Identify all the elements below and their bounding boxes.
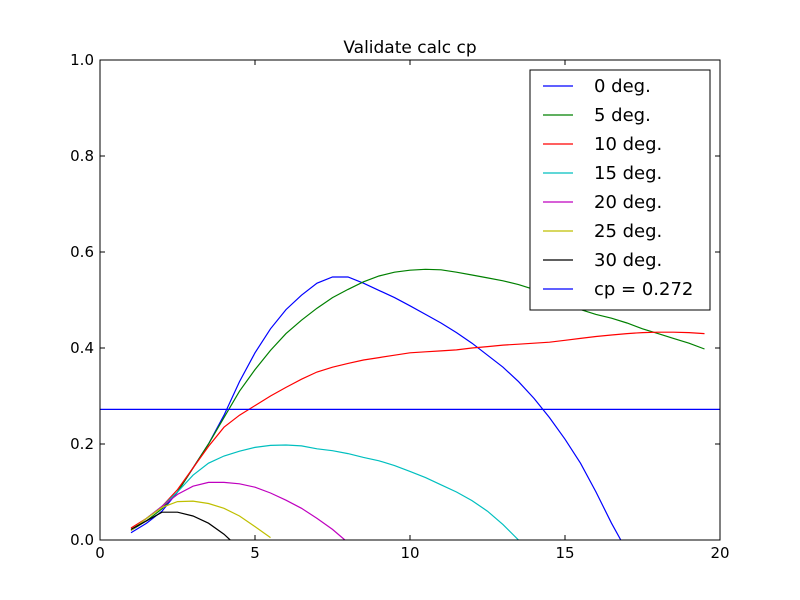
- x-tick-label: 10: [400, 544, 419, 562]
- legend-label: 30 deg.: [594, 250, 662, 271]
- legend-label: 5 deg.: [594, 105, 651, 126]
- x-tick-label: 20: [710, 544, 729, 562]
- series-line-5-deg: [130, 268, 705, 531]
- chart-title: Validate calc cp: [343, 38, 476, 58]
- y-tick-label: 1.0: [70, 51, 94, 69]
- series-layer: [100, 268, 720, 540]
- legend-label: 25 deg.: [594, 221, 662, 242]
- legend-label: 0 deg.: [594, 76, 651, 97]
- legend-label: 20 deg.: [594, 192, 662, 213]
- series-line-10-deg: [130, 331, 705, 529]
- legend: 0 deg. 5 deg. 10 deg. 15 deg. 20 deg. 25 deg.…: [529, 69, 711, 311]
- x-tick-label: 15: [555, 544, 574, 562]
- series-line-15-deg: [130, 444, 519, 540]
- series-line-25-deg: [130, 500, 271, 539]
- x-tick-label: 5: [250, 544, 260, 562]
- y-tick-label: 0.0: [70, 531, 94, 549]
- series-line-20-deg: [130, 481, 346, 540]
- legend-label: 15 deg.: [594, 163, 662, 184]
- x-tick-label: 0: [95, 544, 105, 562]
- legend-label: 10 deg.: [594, 134, 662, 155]
- series-line-30-deg: [130, 511, 231, 540]
- y-tick-label: 0.8: [70, 147, 94, 165]
- legend-box: [529, 69, 711, 311]
- axis-ticks: 0 5 10 15 20 0.0 0.2 0.4 0.6 0.8 1.0: [70, 51, 729, 562]
- y-tick-label: 0.6: [70, 243, 94, 261]
- y-tick-label: 0.4: [70, 339, 94, 357]
- legend-label: cp = 0.272: [594, 279, 693, 300]
- y-tick-label: 0.2: [70, 435, 94, 453]
